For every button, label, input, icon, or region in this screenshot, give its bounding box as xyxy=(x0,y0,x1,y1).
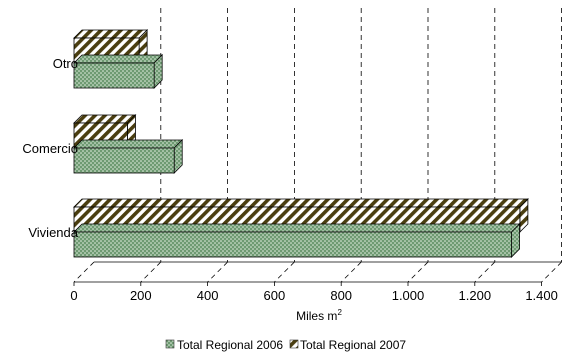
depth-tick-line xyxy=(407,261,429,283)
legend-label-2007: Total Regional 2007 xyxy=(300,338,406,352)
depth-tick-line xyxy=(541,261,562,283)
depth-tick-line xyxy=(274,261,295,283)
bar-vivienda-2006 xyxy=(73,223,521,258)
x-axis-title: Miles m2 xyxy=(296,308,342,323)
depth-tick-line xyxy=(474,261,496,283)
x-tick-label: 0 xyxy=(70,288,77,303)
x-tick-label: 600 xyxy=(264,288,286,303)
bar-otro-2006 xyxy=(73,54,164,89)
legend-swatch-2006 xyxy=(165,339,175,349)
legend: Total Regional 2006 Total Regional 2007 xyxy=(165,338,406,352)
x-tick-label: 1.200 xyxy=(459,288,492,303)
x-axis-title-text: Miles m xyxy=(296,309,337,323)
depth-tick-line xyxy=(207,261,228,283)
legend-label-2006: Total Regional 2006 xyxy=(177,338,283,352)
category-labels: Vivienda Comercio Otro xyxy=(22,56,78,240)
bars xyxy=(73,29,529,258)
x-axis-title-superscript: 2 xyxy=(337,308,342,317)
bar-comercio-2006 xyxy=(73,139,184,174)
x-tick-label: 400 xyxy=(197,288,219,303)
depth-tick-line xyxy=(340,261,362,283)
depth-tick-line xyxy=(140,261,162,283)
legend-swatch-2007 xyxy=(289,339,299,349)
x-tick-label: 200 xyxy=(130,288,152,303)
x-tick-label: 1.400 xyxy=(525,288,558,303)
x-tick-label: 1.000 xyxy=(392,288,425,303)
category-label-comercio: Comercio xyxy=(22,141,78,156)
category-label-vivienda: Vivienda xyxy=(28,225,78,240)
x-axis: 0 200 400 600 800 1.000 1.200 1.400 xyxy=(70,261,562,303)
category-label-otro: Otro xyxy=(53,56,78,71)
depth-tick-line xyxy=(73,261,95,283)
x-tick-label: 800 xyxy=(330,288,352,303)
